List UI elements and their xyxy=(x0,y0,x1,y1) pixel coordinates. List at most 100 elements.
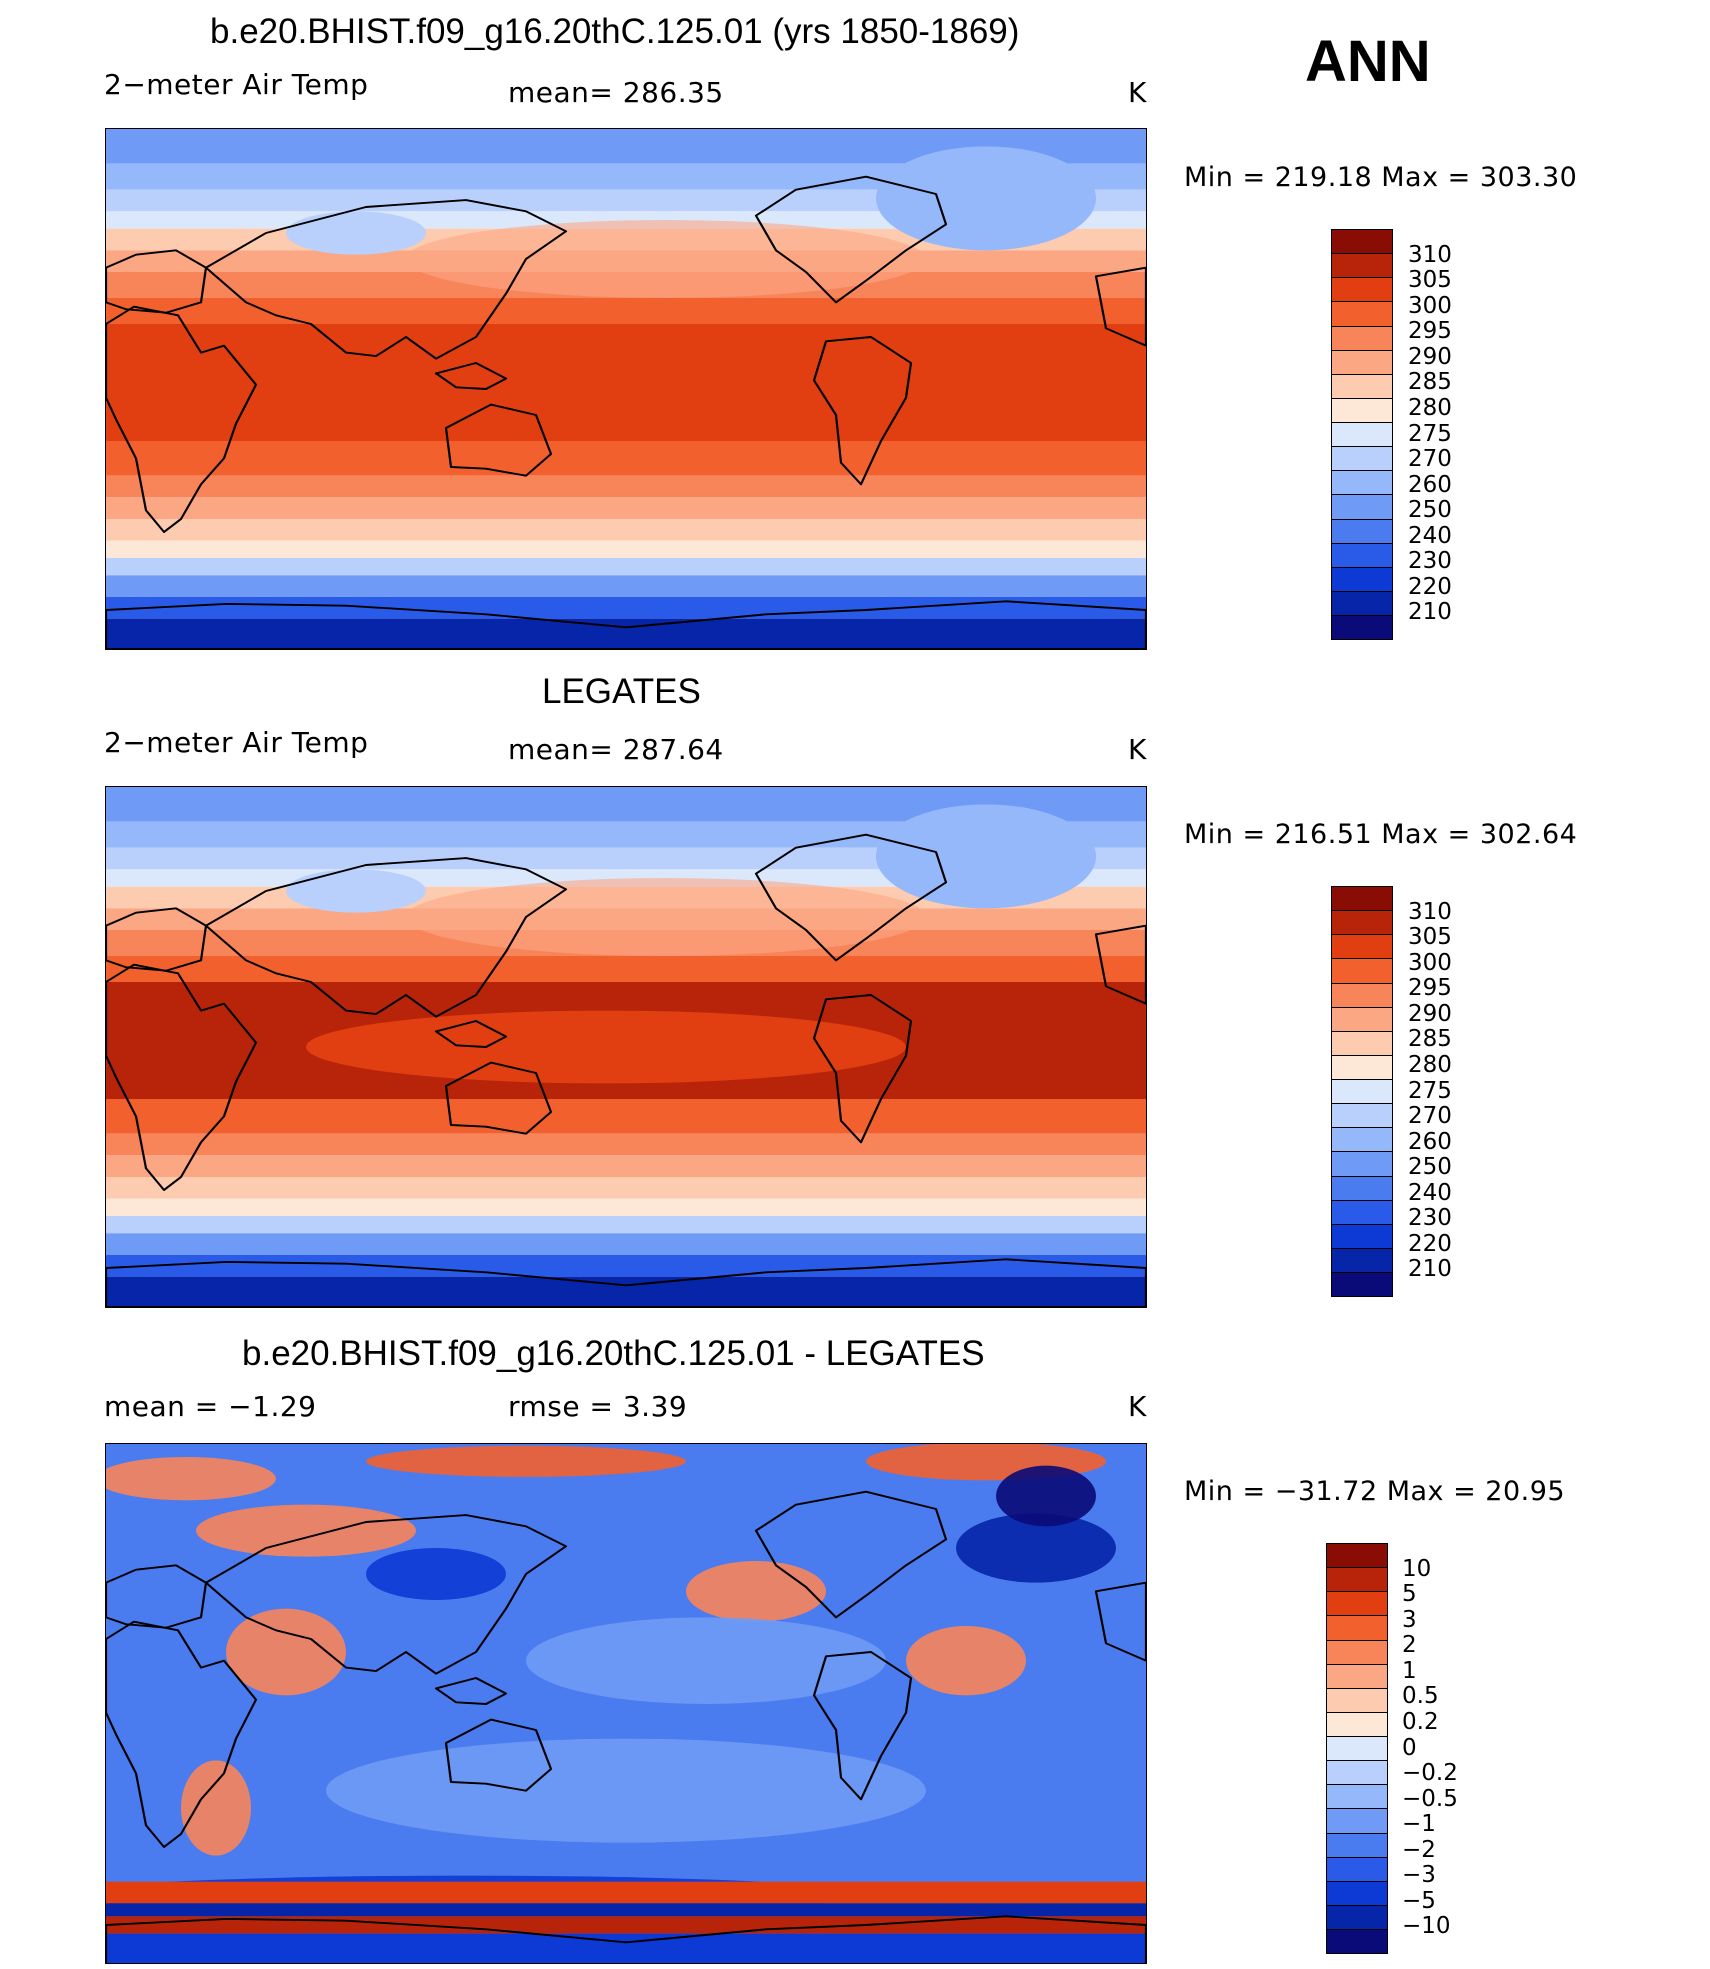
colorbar-tick-label: 220 xyxy=(1408,573,1452,600)
colorbar-tick-label: 310 xyxy=(1408,898,1452,925)
map-field xyxy=(106,129,1146,649)
coastline xyxy=(434,1020,508,1048)
variable-label: 2−meter Air Temp xyxy=(104,726,369,759)
colorbar-tick-label: −10 xyxy=(1402,1913,1451,1940)
colorbar-tick-label: 285 xyxy=(1408,1026,1452,1053)
colorbar-swatch xyxy=(1332,1248,1392,1273)
colorbar-swatch xyxy=(1332,519,1392,544)
colorbar-swatch xyxy=(1327,1688,1387,1713)
colorbar-swatch xyxy=(1327,1712,1387,1737)
colorbar-swatch xyxy=(1327,1737,1387,1762)
map-field xyxy=(106,787,1146,1307)
colorbar-tick-label: 270 xyxy=(1408,446,1452,473)
coastline xyxy=(106,1258,1146,1307)
colorbar-swatch xyxy=(1327,1785,1387,1810)
colorbar xyxy=(1326,1543,1388,1954)
coastline xyxy=(106,600,1146,649)
colorbar-swatch xyxy=(1327,1544,1387,1569)
colorbar-swatch xyxy=(1332,887,1392,912)
coastline xyxy=(204,199,568,360)
coastline xyxy=(106,305,258,533)
colorbar xyxy=(1331,886,1393,1297)
colorbar-swatch xyxy=(1332,1273,1392,1297)
colorbar-swatch xyxy=(1332,302,1392,327)
min-max-label: Min = −31.72 Max = 20.95 xyxy=(1184,1476,1566,1507)
season-label: ANN xyxy=(1305,29,1431,94)
colorbar-swatch xyxy=(1327,1640,1387,1665)
colorbar-tick-label: 230 xyxy=(1408,548,1452,575)
colorbar-tick-label: 300 xyxy=(1408,949,1452,976)
colorbar-tick-label: 300 xyxy=(1408,292,1452,319)
colorbar-tick-label: −5 xyxy=(1402,1887,1436,1914)
coastline xyxy=(204,857,568,1018)
map-panel xyxy=(105,1443,1147,1964)
coastline xyxy=(106,1564,208,1629)
colorbar-swatch xyxy=(1327,1616,1387,1641)
colorbar-tick-label: 305 xyxy=(1408,924,1452,951)
colorbar-tick-label: −2 xyxy=(1402,1836,1436,1863)
mean-label: mean= 286.35 xyxy=(508,76,724,109)
colorbar-swatch xyxy=(1332,911,1392,936)
colorbar-swatch xyxy=(1327,1761,1387,1786)
map-panel xyxy=(105,786,1147,1308)
units-label: K xyxy=(1128,76,1147,109)
coastline xyxy=(106,907,208,972)
colorbar-swatch xyxy=(1332,1031,1392,1056)
colorbar-tick-label: 275 xyxy=(1408,1077,1452,1104)
colorbar-tick-label: 230 xyxy=(1408,1205,1452,1232)
colorbar-swatch xyxy=(1327,1592,1387,1617)
map-panel xyxy=(105,128,1147,650)
colorbar-swatch xyxy=(1332,447,1392,472)
coastline xyxy=(754,175,948,304)
coastline xyxy=(1094,266,1146,347)
colorbar-swatch xyxy=(1332,230,1392,255)
map-field xyxy=(106,1444,1146,1963)
coastline xyxy=(754,1490,948,1619)
colorbar-swatch xyxy=(1332,326,1392,351)
min-max-label: Min = 216.51 Max = 302.64 xyxy=(1184,819,1578,850)
colorbar-swatch xyxy=(1332,1176,1392,1201)
colorbar-swatch xyxy=(1332,1104,1392,1129)
coastline xyxy=(812,994,913,1144)
colorbar-tick-label: 210 xyxy=(1408,1256,1452,1283)
coastline xyxy=(444,1718,553,1792)
colorbar-tick-label: 305 xyxy=(1408,267,1452,294)
coastline xyxy=(812,1651,913,1801)
coastline xyxy=(754,833,948,962)
colorbar-swatch xyxy=(1332,1080,1392,1105)
colorbar-tick-label: 0.5 xyxy=(1402,1683,1439,1710)
colorbar-swatch xyxy=(1332,983,1392,1008)
colorbar-tick-label: 260 xyxy=(1408,471,1452,498)
colorbar-swatch xyxy=(1332,398,1392,423)
colorbar-swatch xyxy=(1332,495,1392,520)
colorbar-swatch xyxy=(1332,374,1392,399)
colorbar-tick-label: 270 xyxy=(1408,1103,1452,1130)
colorbar-tick-label: 290 xyxy=(1408,343,1452,370)
colorbar-tick-label: 250 xyxy=(1408,497,1452,524)
colorbar-swatch xyxy=(1332,591,1392,616)
colorbar-tick-label: 3 xyxy=(1402,1606,1417,1633)
coastline xyxy=(444,403,553,477)
colorbar-swatch xyxy=(1332,1200,1392,1225)
colorbar-tick-label: 260 xyxy=(1408,1128,1452,1155)
min-max-label: Min = 219.18 Max = 303.30 xyxy=(1184,162,1578,193)
colorbar-swatch xyxy=(1327,1833,1387,1858)
variable-label: 2−meter Air Temp xyxy=(104,68,369,101)
coastline xyxy=(204,1514,568,1675)
colorbar-swatch xyxy=(1327,1568,1387,1593)
colorbar-tick-label: 210 xyxy=(1408,599,1452,626)
colorbar-tick-label: 285 xyxy=(1408,369,1452,396)
coastline xyxy=(1094,1581,1146,1662)
colorbar-tick-label: 0.2 xyxy=(1402,1708,1439,1735)
coastline xyxy=(106,963,258,1191)
coastline xyxy=(444,1061,553,1135)
colorbar-tick-label: 280 xyxy=(1408,394,1452,421)
colorbar-swatch xyxy=(1332,1224,1392,1249)
colorbar-tick-label: 1 xyxy=(1402,1657,1417,1684)
coastline xyxy=(106,249,208,314)
coastline xyxy=(1094,924,1146,1005)
colorbar-swatch xyxy=(1332,1152,1392,1177)
colorbar-tick-label: 280 xyxy=(1408,1051,1452,1078)
colorbar-tick-label: −1 xyxy=(1402,1811,1436,1838)
colorbar-swatch xyxy=(1327,1881,1387,1906)
